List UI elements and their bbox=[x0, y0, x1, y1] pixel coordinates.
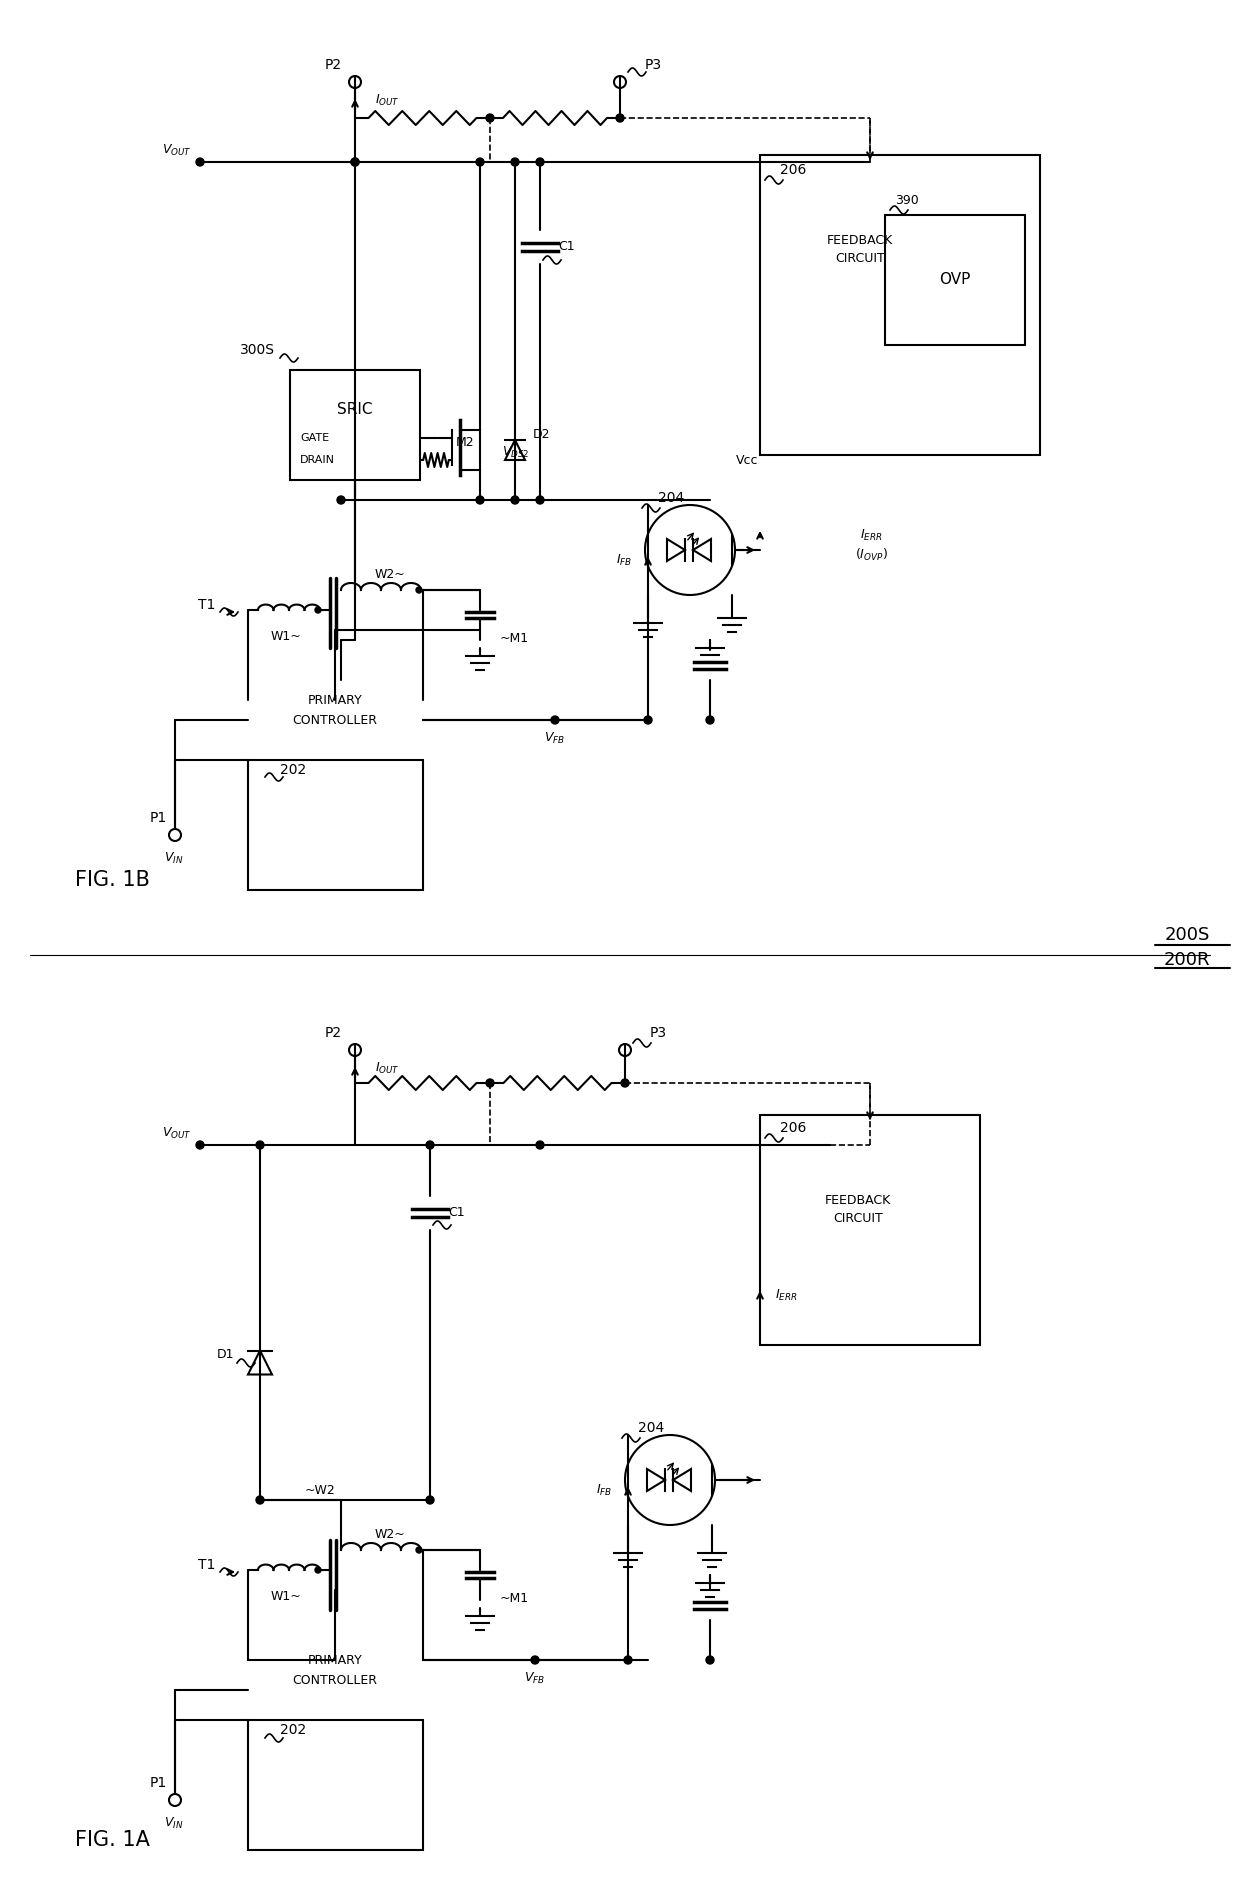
Circle shape bbox=[536, 1140, 544, 1148]
Circle shape bbox=[476, 497, 484, 505]
Text: M2: M2 bbox=[455, 436, 475, 449]
Circle shape bbox=[337, 497, 345, 505]
Circle shape bbox=[616, 114, 624, 122]
Text: GATE: GATE bbox=[300, 432, 329, 444]
Text: CONTROLLER: CONTROLLER bbox=[293, 714, 377, 727]
Circle shape bbox=[706, 716, 714, 724]
Text: CIRCUIT: CIRCUIT bbox=[833, 1211, 883, 1224]
Bar bbox=[760, 1116, 980, 1344]
Text: $I_{OUT}$: $I_{OUT}$ bbox=[374, 93, 401, 107]
Text: $(I_{OVP})$: $(I_{OVP})$ bbox=[856, 546, 888, 564]
Text: C1: C1 bbox=[558, 240, 574, 253]
Text: T1: T1 bbox=[197, 1557, 215, 1573]
Text: 200R: 200R bbox=[1163, 950, 1210, 969]
Text: W2~: W2~ bbox=[374, 1529, 405, 1542]
Text: DRAIN: DRAIN bbox=[300, 455, 335, 465]
Circle shape bbox=[315, 1567, 321, 1573]
Circle shape bbox=[415, 1546, 422, 1554]
Text: $I_{ERR}$: $I_{ERR}$ bbox=[775, 1287, 797, 1302]
Text: ~M1: ~M1 bbox=[500, 1592, 529, 1605]
Text: FIG. 1B: FIG. 1B bbox=[74, 870, 150, 889]
Text: 202: 202 bbox=[280, 1723, 306, 1736]
Circle shape bbox=[536, 158, 544, 166]
Text: SRIC: SRIC bbox=[337, 402, 373, 417]
Text: P1: P1 bbox=[149, 811, 166, 824]
Bar bbox=[885, 215, 1025, 345]
Text: CIRCUIT: CIRCUIT bbox=[835, 251, 885, 265]
Text: $I_{FB}$: $I_{FB}$ bbox=[616, 552, 632, 567]
Text: 300S: 300S bbox=[241, 343, 275, 358]
Text: 206: 206 bbox=[780, 1121, 806, 1135]
Circle shape bbox=[427, 1140, 434, 1148]
Circle shape bbox=[427, 1497, 434, 1504]
Text: C1: C1 bbox=[448, 1207, 465, 1219]
Circle shape bbox=[486, 1080, 494, 1087]
Text: D1: D1 bbox=[217, 1348, 234, 1361]
Circle shape bbox=[486, 114, 494, 122]
Text: $I_{FB}$: $I_{FB}$ bbox=[595, 1483, 613, 1498]
Circle shape bbox=[351, 158, 360, 166]
Text: W1~: W1~ bbox=[270, 630, 301, 642]
Text: $V_{FB}$: $V_{FB}$ bbox=[525, 1670, 546, 1685]
Bar bbox=[290, 369, 420, 480]
Text: Vcc: Vcc bbox=[735, 453, 758, 466]
Text: 204: 204 bbox=[639, 1420, 665, 1436]
Text: $V_{FB}$: $V_{FB}$ bbox=[544, 731, 565, 746]
Text: ~W2: ~W2 bbox=[305, 1483, 336, 1497]
Circle shape bbox=[196, 1140, 205, 1148]
Text: T1: T1 bbox=[197, 598, 215, 611]
Circle shape bbox=[196, 158, 205, 166]
Text: P2: P2 bbox=[325, 1026, 341, 1040]
Text: OVP: OVP bbox=[940, 272, 971, 288]
Text: PRIMARY: PRIMARY bbox=[308, 1653, 362, 1666]
Text: W1~: W1~ bbox=[270, 1590, 301, 1603]
Bar bbox=[760, 154, 1040, 455]
Text: FEEDBACK: FEEDBACK bbox=[825, 1194, 892, 1207]
Circle shape bbox=[255, 1140, 264, 1148]
Text: 200S: 200S bbox=[1164, 925, 1210, 944]
Text: FIG. 1A: FIG. 1A bbox=[74, 1830, 150, 1851]
Text: $I_{ERR}$: $I_{ERR}$ bbox=[861, 527, 883, 543]
Circle shape bbox=[621, 1080, 629, 1087]
Text: FEEDBACK: FEEDBACK bbox=[827, 234, 893, 246]
Bar bbox=[248, 1719, 423, 1851]
Circle shape bbox=[531, 1656, 539, 1664]
Text: $V_{IN}$: $V_{IN}$ bbox=[164, 851, 184, 866]
Circle shape bbox=[315, 607, 321, 613]
Text: ~M1: ~M1 bbox=[500, 632, 529, 644]
Text: $V_{OUT}$: $V_{OUT}$ bbox=[162, 1125, 192, 1140]
Circle shape bbox=[644, 716, 652, 724]
Text: 390: 390 bbox=[895, 194, 919, 206]
Text: $I_{OUT}$: $I_{OUT}$ bbox=[374, 1061, 401, 1076]
Text: P3: P3 bbox=[645, 57, 662, 72]
Text: D2: D2 bbox=[533, 428, 551, 442]
Bar bbox=[248, 760, 423, 889]
Circle shape bbox=[255, 1497, 264, 1504]
Text: $V_{DS2}$: $V_{DS2}$ bbox=[502, 444, 529, 459]
Circle shape bbox=[415, 586, 422, 592]
Circle shape bbox=[511, 497, 520, 505]
Text: 202: 202 bbox=[280, 764, 306, 777]
Circle shape bbox=[551, 716, 559, 724]
Text: W2~: W2~ bbox=[374, 569, 405, 581]
Text: $V_{OUT}$: $V_{OUT}$ bbox=[162, 143, 192, 158]
Circle shape bbox=[536, 497, 544, 505]
Text: P2: P2 bbox=[325, 57, 341, 72]
Circle shape bbox=[351, 158, 360, 166]
Text: PRIMARY: PRIMARY bbox=[308, 693, 362, 706]
Circle shape bbox=[511, 158, 520, 166]
Circle shape bbox=[706, 1656, 714, 1664]
Text: CONTROLLER: CONTROLLER bbox=[293, 1674, 377, 1687]
Text: 204: 204 bbox=[658, 491, 684, 505]
Text: P3: P3 bbox=[650, 1026, 667, 1040]
Circle shape bbox=[624, 1656, 632, 1664]
Text: $V_{IN}$: $V_{IN}$ bbox=[164, 1815, 184, 1830]
Text: P1: P1 bbox=[149, 1776, 166, 1790]
Text: 206: 206 bbox=[780, 164, 806, 177]
Circle shape bbox=[476, 158, 484, 166]
